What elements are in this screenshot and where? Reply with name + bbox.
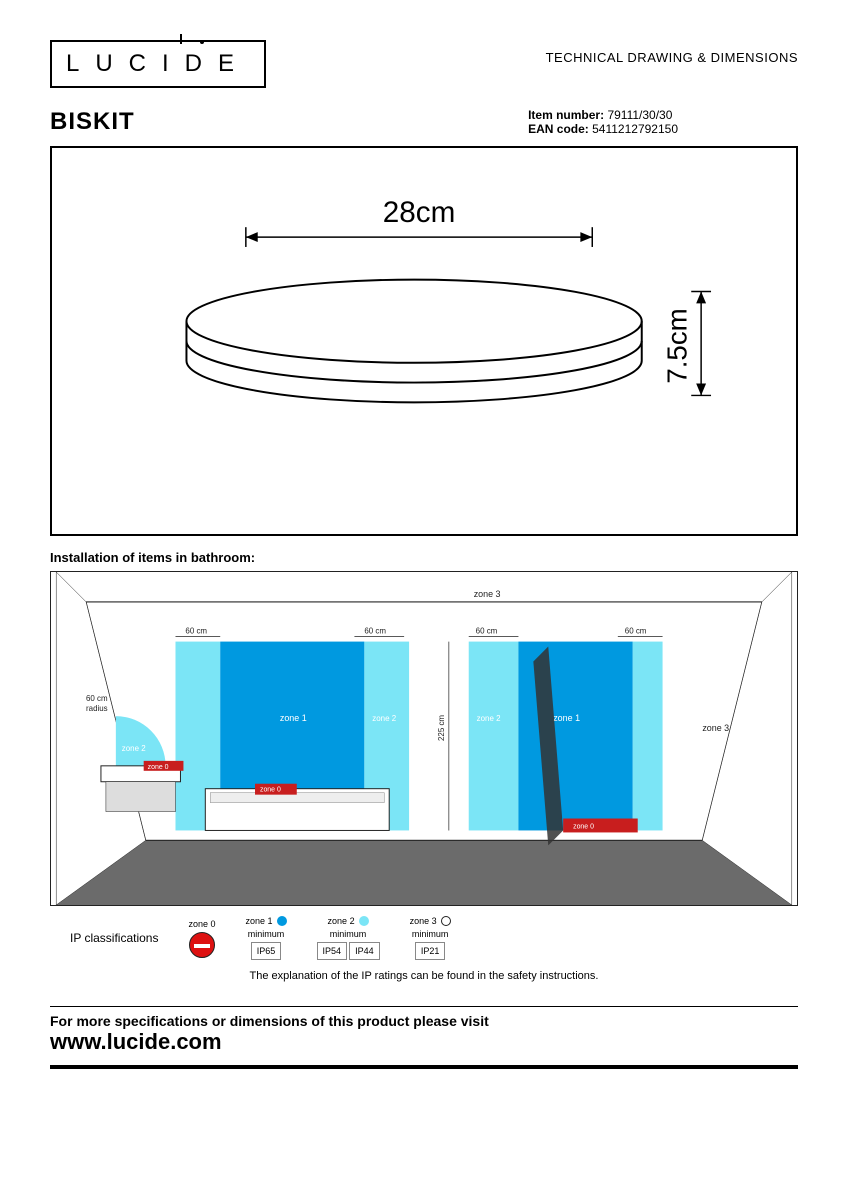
product-codes: Item number: 79111/30/30 EAN code: 54112…	[528, 108, 678, 136]
ean-label: EAN code:	[528, 122, 589, 136]
product-name: BISKIT	[50, 108, 135, 136]
svg-text:225 cm: 225 cm	[437, 715, 446, 741]
logo-text: LUCIDE	[66, 50, 250, 77]
ip-explain: The explanation of the IP ratings can be…	[50, 970, 798, 982]
product-row: BISKIT Item number: 79111/30/30 EAN code…	[50, 108, 798, 136]
svg-text:zone 0: zone 0	[148, 764, 169, 771]
svg-text:zone 2: zone 2	[372, 714, 396, 723]
svg-text:radius: radius	[86, 704, 108, 713]
ip-item-zone3: zone 3 minimum IP21	[410, 916, 451, 960]
svg-text:zone 1: zone 1	[553, 713, 580, 723]
svg-text:zone 2: zone 2	[477, 714, 501, 723]
logo: LUCIDE	[50, 40, 266, 88]
ip-item-zone0: zone 0	[188, 919, 215, 958]
width-dim-label: 28cm	[383, 196, 456, 229]
zone2-dot	[359, 916, 369, 926]
svg-text:60 cm: 60 cm	[625, 627, 647, 636]
ip-item-zone1: zone 1 minimum IP65	[246, 916, 287, 960]
svg-text:zone 0: zone 0	[260, 787, 281, 794]
item-number-value: 79111/30/30	[607, 108, 672, 122]
header-row: LUCIDE TECHNICAL DRAWING & DIMENSIONS	[50, 40, 798, 88]
ip-item-zone2: zone 2 minimum IP54IP44	[317, 916, 380, 960]
svg-text:zone 0: zone 0	[573, 823, 594, 830]
ip-legend-title: IP classifications	[70, 931, 158, 945]
technical-drawing: 28cm 7.5cm	[50, 146, 798, 536]
ean-value: 5411212792150	[592, 122, 678, 136]
footer-text: For more specifications or dimensions of…	[50, 1013, 798, 1029]
bathroom-svg: zone 3 60 cm 60 cm 60 cm 60 cm zone 1 zo…	[51, 572, 797, 905]
svg-text:zone 1: zone 1	[280, 713, 307, 723]
footer: For more specifications or dimensions of…	[50, 1006, 798, 1069]
ip-legend: IP classifications zone 0 zone 1 minimum…	[50, 916, 798, 960]
header-title: TECHNICAL DRAWING & DIMENSIONS	[546, 50, 798, 65]
svg-text:zone 2: zone 2	[122, 744, 146, 753]
height-dim-label: 7.5cm	[661, 308, 692, 383]
zone1-dot	[277, 916, 287, 926]
noentry-icon	[189, 932, 215, 958]
svg-text:zone 3: zone 3	[702, 723, 729, 733]
bathroom-diagram: zone 3 60 cm 60 cm 60 cm 60 cm zone 1 zo…	[50, 571, 798, 906]
logo-tick	[180, 34, 182, 44]
svg-text:zone 3: zone 3	[474, 589, 501, 599]
zone3-dot	[441, 916, 451, 926]
drawing-svg: 28cm 7.5cm	[52, 148, 796, 534]
svg-text:60 cm: 60 cm	[86, 694, 108, 703]
svg-text:60 cm: 60 cm	[185, 627, 207, 636]
footer-url: www.lucide.com	[50, 1029, 798, 1055]
logo-dot	[200, 40, 204, 44]
svg-text:60 cm: 60 cm	[364, 627, 386, 636]
svg-text:60 cm: 60 cm	[476, 627, 498, 636]
install-title: Installation of items in bathroom:	[50, 550, 798, 565]
item-number-label: Item number:	[528, 108, 604, 122]
